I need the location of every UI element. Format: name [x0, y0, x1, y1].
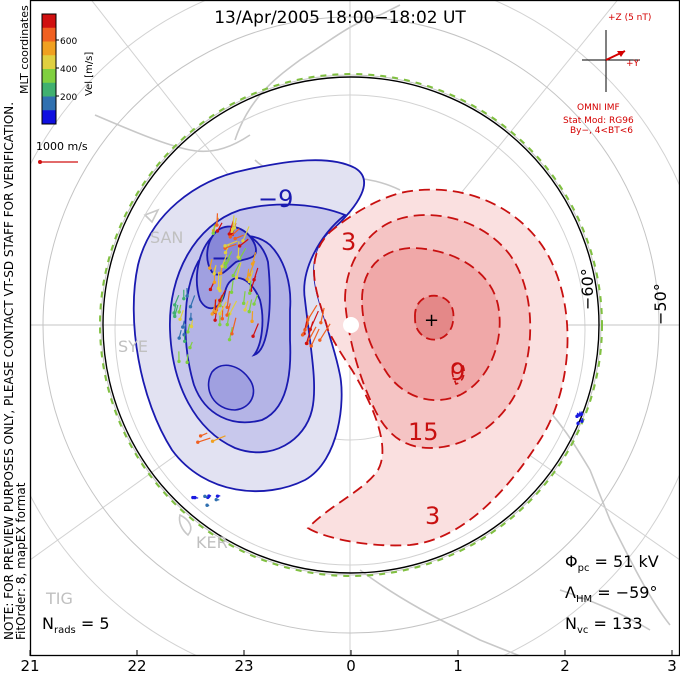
latitude-label-50: −50° — [651, 283, 670, 325]
mlt-tick-label: 21 — [20, 657, 39, 674]
colorbar-tick-600: 600 — [60, 37, 77, 47]
latitude-label-60: −60° — [578, 268, 597, 310]
imf-condition-label: By−, 4<BT<6 — [570, 126, 633, 136]
mlt-coordinates-label: MLT coordinates — [18, 5, 31, 94]
nvc-stat: Nvc = 133 — [565, 614, 643, 636]
colorbar-swatch — [42, 42, 56, 56]
colorbar-swatch — [42, 97, 56, 111]
contour-label: 3 — [425, 502, 440, 530]
colorbar-tick-400: 400 — [60, 65, 77, 75]
contour-label: 9 — [450, 358, 465, 386]
mlt-tick-label: 23 — [234, 657, 253, 674]
colorbar-swatch — [42, 83, 56, 97]
imf-model-label: Stat Mod: RG96 — [563, 116, 634, 126]
mlt-tick-label: 3 — [667, 657, 677, 674]
station-label-san: SAN — [150, 228, 183, 247]
colorbar-tick-200: 200 — [60, 93, 77, 103]
contour-label: 15 — [408, 418, 439, 446]
page-title: 13/Apr/2005 18:00−18:02 UT — [0, 8, 680, 28]
imf-indicator: +Z (5 nT) +Y OMNI IMF Stat Mod: RG96 By−… — [563, 13, 651, 136]
reference-vector-label: 1000 m/s — [36, 140, 88, 153]
contour-label: + — [424, 310, 439, 331]
lambda-hm-stat: ΛHM = −59° — [565, 583, 657, 605]
colorbar-swatch — [42, 69, 56, 83]
latitude-labels: −60° −50° — [578, 268, 670, 325]
station-label-sye: SYE — [118, 337, 148, 356]
vector-line — [582, 418, 583, 421]
station-label-tig: TIG — [45, 589, 73, 608]
colorbar-swatch — [42, 110, 56, 124]
mlt-tick-label: 0 — [346, 657, 356, 674]
colorbar-swatch — [42, 28, 56, 42]
nrads-stat: Nrads = 5 — [42, 614, 110, 636]
vector-line — [217, 213, 218, 225]
colorbar-swatch — [42, 55, 56, 69]
contour-label: 3 — [341, 228, 356, 256]
colorbar-label: Vel [m/s] — [84, 52, 95, 96]
contour-label: −9 — [258, 185, 293, 213]
fitorder-note: FitOrder: 8, mapEX format — [14, 483, 28, 640]
mlt-tick-label: 22 — [127, 657, 146, 674]
mlt-tick-label: 2 — [560, 657, 570, 674]
reference-vector: 1000 m/s — [36, 140, 88, 164]
phi-pc-stat: Φpc = 51 kV — [565, 552, 659, 574]
vector-line — [577, 413, 578, 417]
station-label-ker: KER — [196, 533, 228, 552]
velocity-colorbar: 600 400 200 Vel [m/s] — [42, 14, 95, 125]
imf-source-label: OMNI IMF — [577, 103, 620, 113]
vector-line — [238, 241, 239, 257]
imf-y-label: +Y — [626, 59, 640, 69]
vector-line — [187, 354, 188, 362]
mlt-tick-label: 1 — [453, 657, 463, 674]
pole-marker — [343, 317, 359, 333]
